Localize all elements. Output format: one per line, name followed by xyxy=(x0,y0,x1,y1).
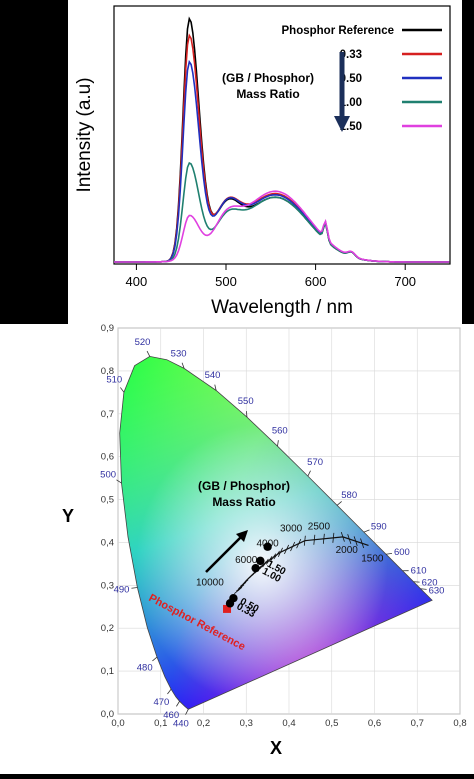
cie-mass-ratio-label-line1: (GB / Phosphor) xyxy=(198,479,290,493)
x-tick-label: 400 xyxy=(126,274,148,289)
x-ticks: 400 500 600 700 xyxy=(126,264,417,289)
legend-label-0: Phosphor Reference xyxy=(282,25,394,37)
locus-label-520: 520 xyxy=(135,337,151,348)
cie-x-tick-label: 0,4 xyxy=(282,718,295,729)
x-axis-label: Wavelength / nm xyxy=(211,297,353,318)
spectrum-line-3 xyxy=(114,163,449,262)
locus-label-540: 540 xyxy=(205,370,221,381)
locus-label-490: 490 xyxy=(114,584,130,595)
cie-x-tick-label: 0,8 xyxy=(453,718,466,729)
cie-y-tick-label: 0,6 xyxy=(101,452,114,463)
point-3 xyxy=(251,564,259,572)
locus-label-480: 480 xyxy=(137,662,153,673)
locus-label-500: 500 xyxy=(100,469,116,480)
cie-y-tick-label: 0,5 xyxy=(101,495,114,506)
cie-mass-ratio-label-line2: Mass Ratio xyxy=(212,495,275,509)
locus-label-530: 530 xyxy=(171,348,187,359)
locus-label-610: 610 xyxy=(411,566,427,577)
locus-label-550: 550 xyxy=(238,396,254,407)
cie-y-tick-label: 0,3 xyxy=(101,580,114,591)
cie-y-tick-label: 0,8 xyxy=(101,366,114,377)
cie-y-tick-label: 0,7 xyxy=(101,409,114,420)
cie-y-tick-label: 0,2 xyxy=(101,623,114,634)
locus-label-570: 570 xyxy=(307,457,323,468)
cct-label-2000: 2000 xyxy=(336,545,359,556)
cie-x-tick-label: 0,2 xyxy=(197,718,210,729)
y-axis-label: Intensity (a.u) xyxy=(74,77,95,192)
cct-label-3000: 3000 xyxy=(280,524,303,535)
point-5 xyxy=(263,543,271,551)
cct-label-10000: 10000 xyxy=(196,577,224,588)
point-2 xyxy=(229,594,237,602)
spectrum-line-0 xyxy=(114,19,449,262)
down-arrow-icon xyxy=(334,52,350,132)
point-4 xyxy=(256,557,264,565)
cct-label-2500: 2500 xyxy=(308,522,331,533)
x-tick-label: 600 xyxy=(305,274,327,289)
spectrum-line-1 xyxy=(114,36,449,263)
locus-label-590: 590 xyxy=(371,521,387,532)
spectrum-series xyxy=(114,19,449,262)
cie-x-axis-label: X xyxy=(270,738,282,758)
plot-frame xyxy=(114,6,450,264)
cie-x-tick-label: 0,3 xyxy=(240,718,253,729)
mass-ratio-label-line1: (GB / Phosphor) xyxy=(222,71,314,85)
x-tick-label: 500 xyxy=(215,274,237,289)
x-tick-label: 700 xyxy=(394,274,416,289)
locus-label-470: 470 xyxy=(153,697,169,708)
cie-y-tick-label: 0,4 xyxy=(101,537,114,548)
locus-label-560: 560 xyxy=(272,425,288,436)
locus-label-600: 600 xyxy=(394,547,410,558)
cie-x-tick-label: 0,6 xyxy=(368,718,381,729)
mass-ratio-label-line2: Mass Ratio xyxy=(236,87,299,101)
cie-x-tick-label: 0,5 xyxy=(325,718,338,729)
cie-y-tick-label: 0,0 xyxy=(101,709,114,720)
locus-label-630: 630 xyxy=(429,585,445,596)
cie-chart: 4404604704804905005105205305405505605705… xyxy=(0,324,474,774)
spectrum-line-4 xyxy=(114,191,449,262)
locus-label-580: 580 xyxy=(341,490,357,501)
cie-y-axis-label: Y xyxy=(62,506,74,526)
cie-y-tick-label: 0,9 xyxy=(101,324,114,334)
cie-y-tick-label: 0,1 xyxy=(101,666,114,677)
cie-x-tick-label: 0,7 xyxy=(411,718,424,729)
cct-label-1500: 1500 xyxy=(361,554,384,565)
cie-x-tick-label: 0,1 xyxy=(154,718,167,729)
